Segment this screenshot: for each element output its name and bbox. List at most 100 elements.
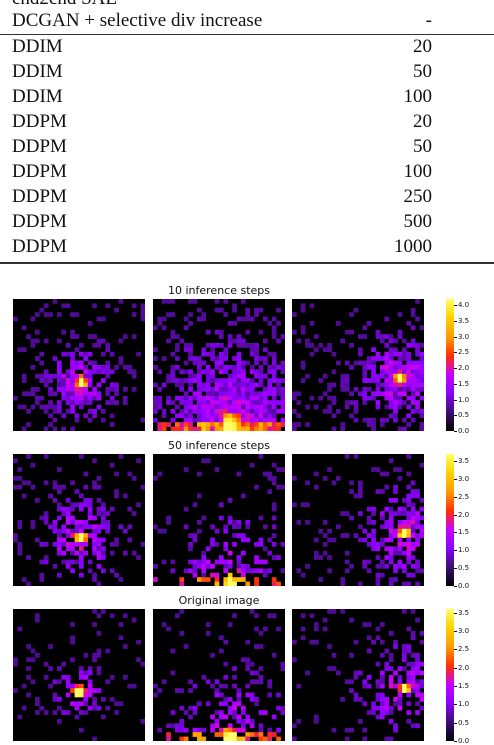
heatmap-cell bbox=[267, 732, 273, 737]
heatmap-cell bbox=[79, 391, 84, 397]
heatmap-cell bbox=[388, 506, 394, 512]
heatmap-cell bbox=[205, 417, 211, 423]
heatmap-cell bbox=[214, 688, 220, 693]
heatmap-cell bbox=[292, 476, 297, 481]
heatmap-cell bbox=[201, 515, 207, 521]
heatmap-cell bbox=[410, 609, 416, 614]
heatmap-cell bbox=[61, 559, 67, 565]
heatmap-cell bbox=[245, 736, 251, 741]
colorbar-tick-label: 2.0 bbox=[458, 364, 470, 373]
heatmap-cell bbox=[157, 688, 163, 693]
heatmap-cell bbox=[402, 520, 407, 525]
heatmap-cell bbox=[179, 387, 185, 392]
heatmap-cell bbox=[74, 489, 80, 494]
heatmap-cell bbox=[258, 391, 264, 397]
heatmap-cell bbox=[136, 639, 141, 645]
heatmap-cell bbox=[227, 622, 233, 627]
heatmap-cell bbox=[276, 692, 281, 698]
heatmap-cell bbox=[384, 404, 390, 410]
heatmap-cell bbox=[271, 369, 277, 375]
heatmap-cell bbox=[410, 502, 416, 508]
heatmap-cell bbox=[388, 365, 394, 370]
heatmap-cell bbox=[118, 299, 124, 304]
heatmap-cell bbox=[340, 387, 346, 392]
heatmap-cell bbox=[276, 321, 281, 326]
heatmap-cell bbox=[170, 365, 176, 370]
value-cell: 250 bbox=[403, 186, 433, 207]
heatmap-cell bbox=[292, 502, 297, 508]
heatmap-cell bbox=[140, 417, 145, 423]
heatmap-cell bbox=[340, 378, 346, 383]
heatmap-cell bbox=[43, 480, 49, 486]
heatmap-cell bbox=[48, 493, 53, 499]
heatmap-cell bbox=[52, 697, 58, 702]
heatmap-cell bbox=[419, 670, 424, 676]
heatmap-cell bbox=[322, 373, 328, 379]
heatmap-cell bbox=[92, 542, 97, 547]
heatmap-cell bbox=[258, 568, 264, 574]
heatmap-cell bbox=[388, 524, 394, 530]
value-cell: 50 bbox=[413, 61, 432, 82]
heatmap-cell bbox=[314, 471, 319, 477]
colorbar-tick bbox=[454, 586, 457, 587]
heatmap-cell bbox=[166, 400, 171, 405]
heatmap-cell bbox=[21, 493, 27, 499]
heatmap-cell bbox=[70, 520, 75, 525]
heatmap-cell bbox=[26, 692, 31, 698]
heatmap-cell bbox=[74, 688, 80, 693]
heatmap-cell bbox=[188, 404, 193, 410]
heatmap-cell bbox=[219, 329, 224, 335]
model-cell: DDPM bbox=[12, 211, 67, 232]
heatmap-panel bbox=[292, 454, 424, 586]
heatmap-cell bbox=[388, 338, 394, 344]
heatmap-cell bbox=[380, 705, 385, 711]
heatmap-cell bbox=[340, 577, 346, 582]
heatmap-cell bbox=[415, 653, 420, 658]
heatmap-cell bbox=[245, 732, 251, 737]
heatmap-cell bbox=[175, 688, 180, 693]
heatmap-cell bbox=[183, 400, 189, 405]
heatmap-cell bbox=[344, 387, 350, 392]
heatmap-cell bbox=[371, 369, 376, 375]
heatmap-cell bbox=[271, 329, 277, 335]
heatmap-cell bbox=[201, 400, 207, 405]
heatmap-cell bbox=[254, 351, 259, 357]
heatmap-cell bbox=[223, 400, 229, 405]
heatmap-cell bbox=[314, 537, 319, 543]
heatmap-cell bbox=[241, 360, 246, 366]
heatmap-cell bbox=[327, 467, 332, 472]
heatmap-cell bbox=[197, 426, 202, 431]
heatmap-cell bbox=[397, 351, 403, 357]
heatmap-cell bbox=[249, 609, 255, 614]
heatmap-cell bbox=[219, 692, 224, 698]
colorbar-tick bbox=[454, 305, 457, 307]
heatmap-cell bbox=[153, 325, 158, 331]
heatmap-cell bbox=[406, 356, 412, 361]
heatmap-cell bbox=[245, 360, 251, 366]
heatmap-cell bbox=[227, 577, 233, 582]
heatmap-cell bbox=[336, 524, 341, 530]
heatmap-cell bbox=[153, 524, 158, 530]
heatmap-cell bbox=[30, 343, 36, 348]
heatmap-cell bbox=[61, 391, 67, 397]
heatmap-cell bbox=[114, 493, 119, 499]
heatmap-cell bbox=[415, 657, 420, 663]
heatmap-cell bbox=[402, 417, 407, 423]
heatmap-cell bbox=[415, 489, 420, 494]
heatmap-cell bbox=[210, 542, 215, 547]
table-bottomrule bbox=[0, 262, 494, 264]
heatmap-cell bbox=[227, 736, 233, 741]
heatmap-cell bbox=[26, 391, 31, 397]
heatmap-cell bbox=[223, 426, 229, 431]
heatmap-cell bbox=[419, 356, 424, 361]
heatmap-cell bbox=[70, 426, 75, 431]
heatmap-cell bbox=[65, 542, 71, 547]
heatmap-cell bbox=[153, 683, 158, 689]
heatmap-cell bbox=[161, 559, 167, 565]
heatmap-cell bbox=[227, 382, 233, 388]
heatmap-cell bbox=[161, 528, 167, 534]
heatmap-cell bbox=[219, 356, 224, 361]
heatmap-cell bbox=[271, 524, 277, 530]
heatmap-cell bbox=[57, 400, 62, 405]
heatmap-cell bbox=[223, 395, 229, 401]
